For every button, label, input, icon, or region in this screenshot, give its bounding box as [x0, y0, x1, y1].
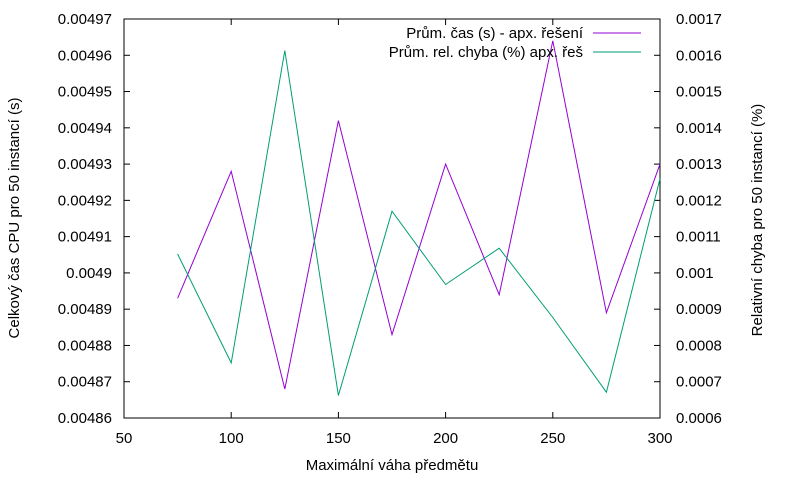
y-left-tick-label: 0.00489 [58, 301, 112, 318]
series-line-error [177, 50, 661, 396]
y-right-tick-label: 0.0008 [676, 337, 722, 354]
x-tick-label: 150 [326, 430, 351, 447]
x-tick-label: 200 [433, 430, 458, 447]
y-right-tick-label: 0.0012 [676, 192, 722, 209]
y-right-tick-label: 0.0017 [676, 11, 722, 28]
y-left-tick-label: 0.00493 [58, 156, 112, 173]
x-tick-label: 100 [219, 430, 244, 447]
legend: Prům. čas (s) - apx. řešení Prům. rel. c… [389, 25, 641, 61]
y-right-tick-label: 0.001 [676, 265, 714, 282]
x-tick-label: 250 [540, 430, 565, 447]
y-right-tick-label: 0.0009 [676, 301, 722, 318]
y-right-tick-label: 0.0014 [676, 120, 722, 137]
y-right-tick-label: 0.0007 [676, 374, 722, 391]
y-right-tick-label: 0.0016 [676, 47, 722, 64]
y-right-tick-label: 0.0011 [676, 229, 721, 246]
axis-ticks: 50 100 150 200 250 300 0.00486 0.00487 0.00488 0.… [58, 11, 722, 447]
y-left-tick-label: 0.00492 [58, 192, 112, 209]
y-right-tick-label: 0.0015 [676, 84, 722, 101]
series-line-time [177, 40, 661, 390]
y-left-tick-label: 0.00486 [58, 410, 112, 427]
y-axis-left-label: Celkový čas CPU pro 50 instancí (s) [6, 98, 23, 339]
x-tick-label: 50 [116, 430, 133, 447]
y-left-tick-label: 0.00487 [58, 374, 112, 391]
y-left-tick-label: 0.0049 [66, 265, 112, 282]
y-left-tick-label: 0.00496 [58, 47, 112, 64]
plot-area-frame [123, 18, 661, 419]
y-left-tick-label: 0.00494 [58, 120, 112, 137]
y-left-tick-label: 0.00491 [58, 229, 112, 246]
y-axis-right-label: Relativní chyba pro 50 instancí (%) [749, 104, 766, 337]
legend-label-error: Prům. rel. chyba (%) apx. řeš [389, 44, 583, 61]
y-left-tick-label: 0.00488 [58, 337, 112, 354]
x-axis-label: Maximální váha předmětu [306, 457, 479, 474]
legend-label-time: Prům. čas (s) - apx. řešení [406, 25, 584, 42]
y-left-tick-label: 0.00495 [58, 84, 112, 101]
x-tick-label: 300 [647, 430, 672, 447]
y-right-tick-label: 0.0006 [676, 410, 722, 427]
y-left-tick-label: 0.00497 [58, 11, 112, 28]
series-lines [177, 40, 661, 396]
y-right-tick-label: 0.0013 [676, 156, 722, 173]
